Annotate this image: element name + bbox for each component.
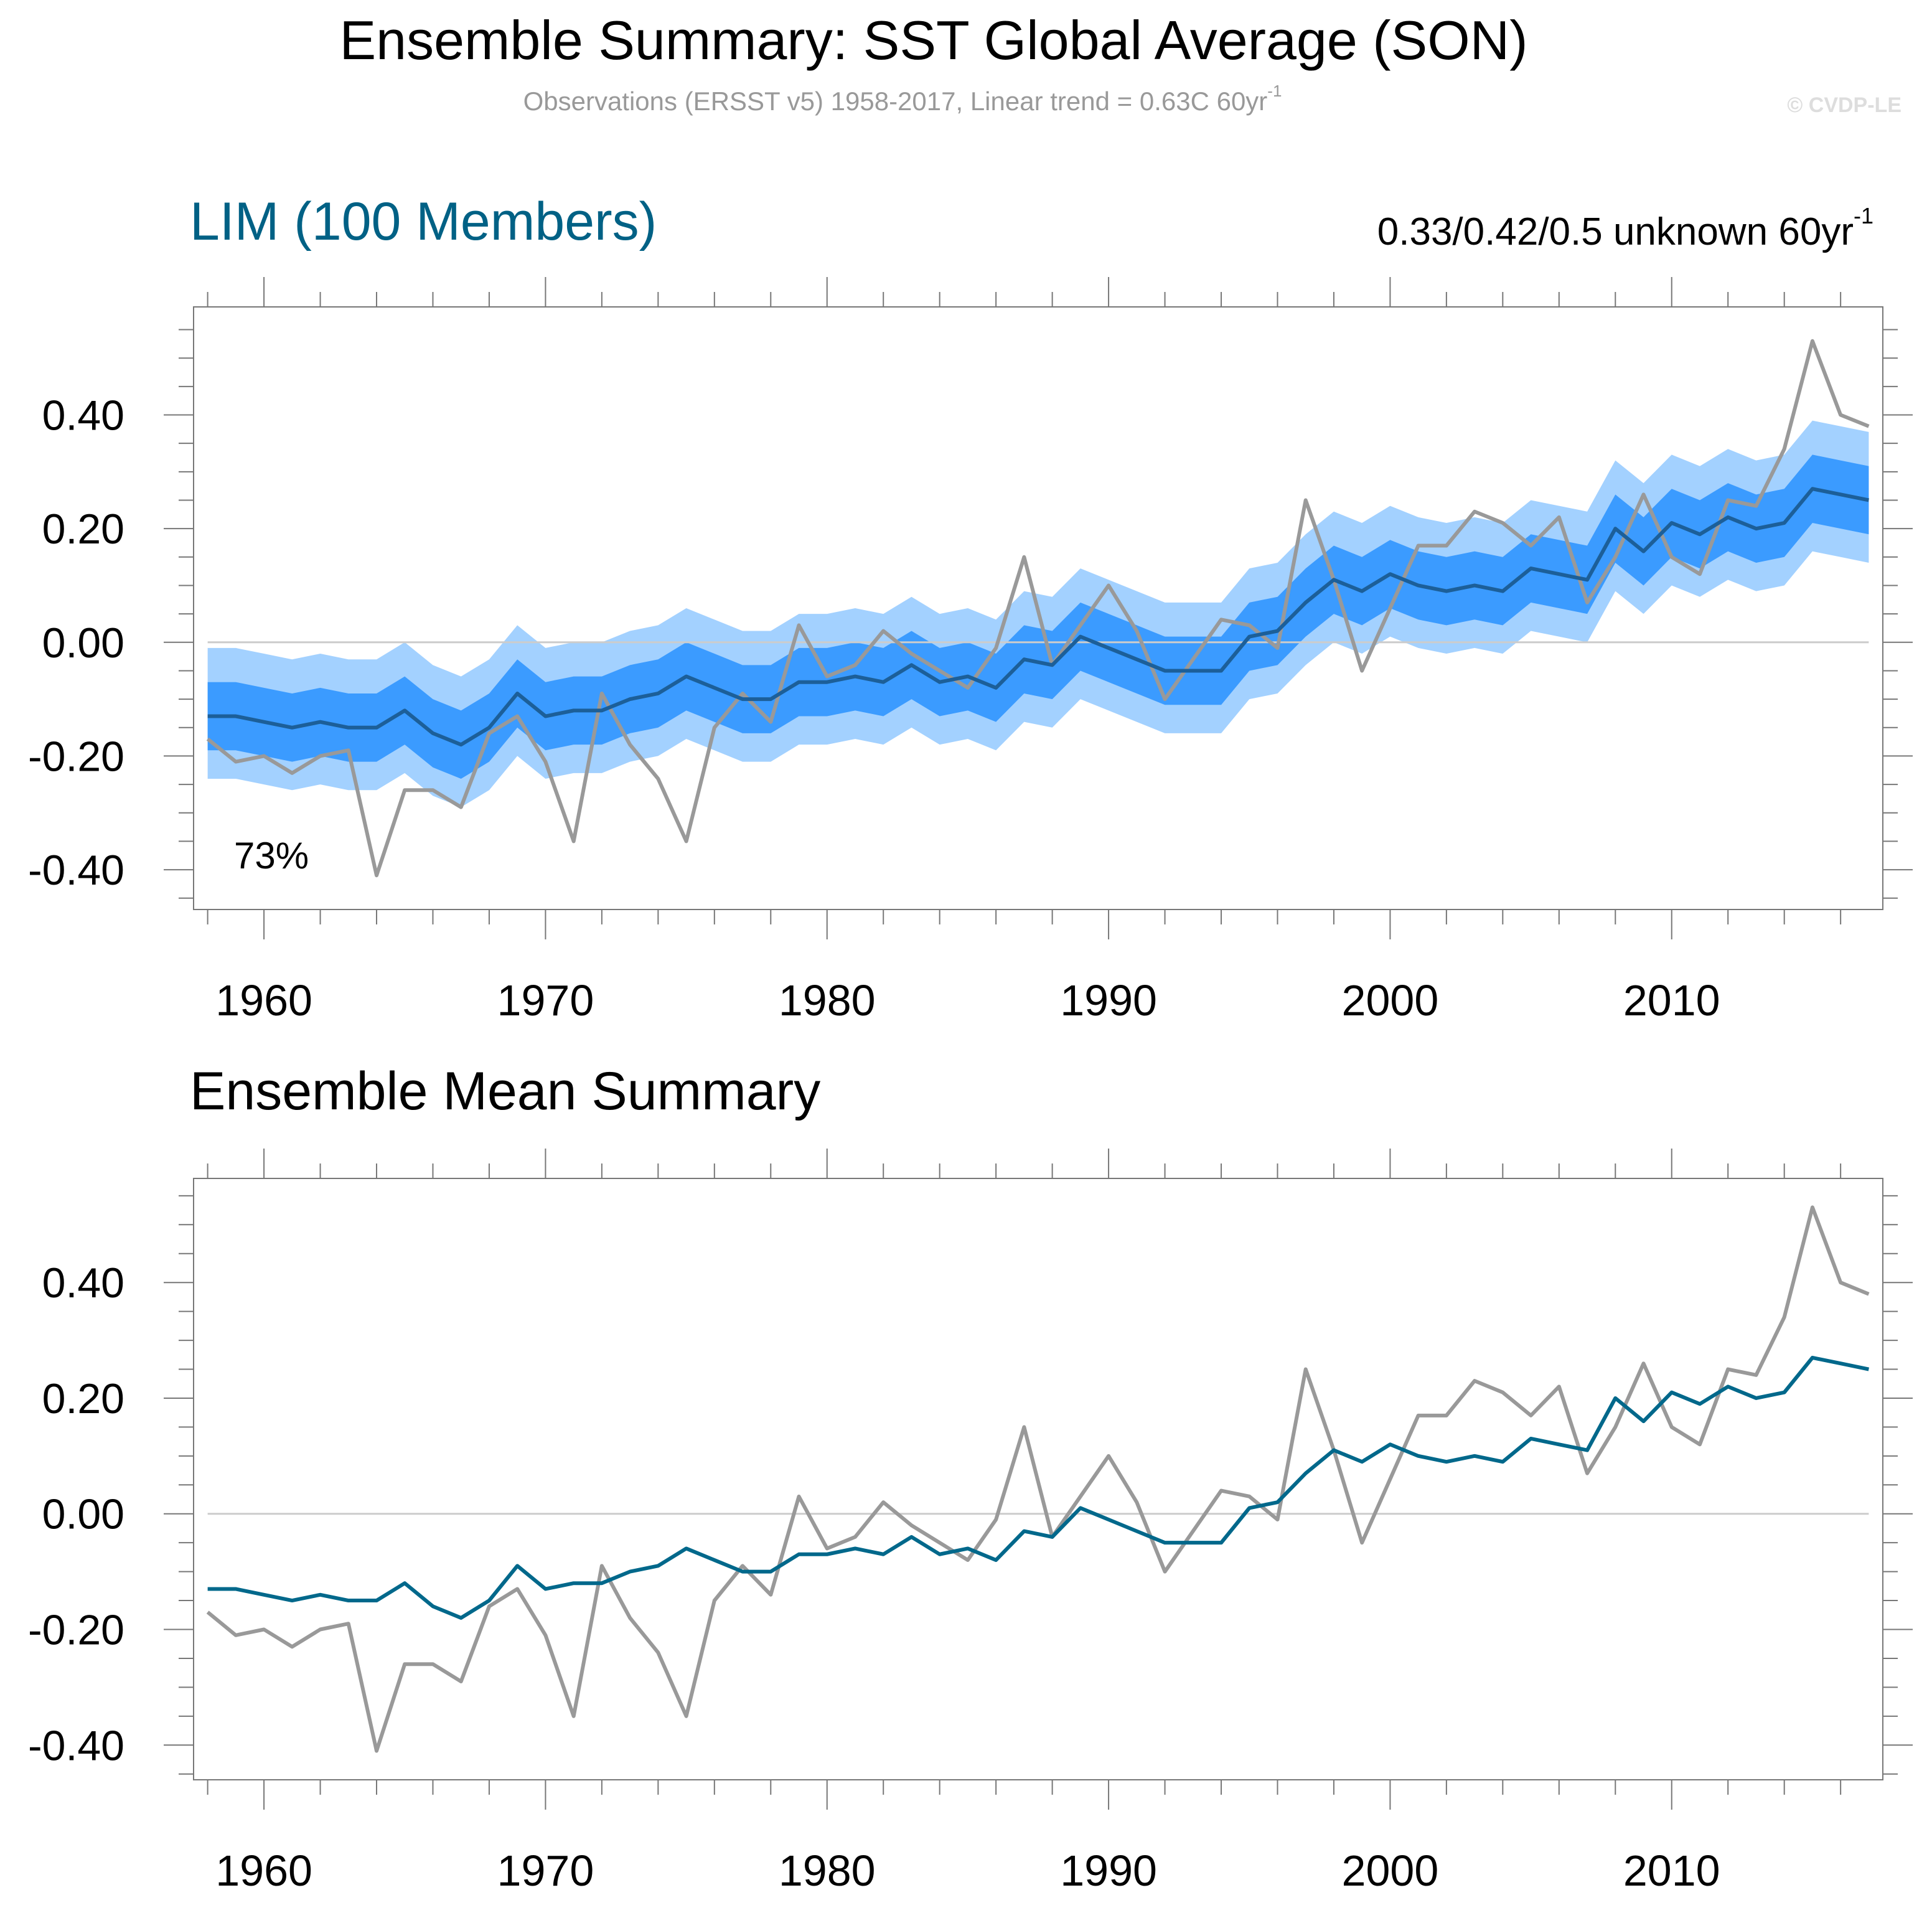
x-tick-label: 2000 xyxy=(1342,1846,1439,1895)
x-tick-label: 1970 xyxy=(497,976,594,1025)
figure-title: Ensemble Summary: SST Global Average (SO… xyxy=(339,9,1527,71)
trend-sup: -1 xyxy=(1854,203,1873,228)
y-tick-label: 0.00 xyxy=(42,619,124,667)
y-tick-label: 0.40 xyxy=(42,1259,124,1307)
y-tick-label: -0.40 xyxy=(28,847,124,894)
plot-frame xyxy=(193,306,1883,910)
observations-line xyxy=(206,339,1870,878)
subtitle-text: Observations (ERSST v5) 1958-2017, Linea… xyxy=(523,87,1268,116)
x-tick-label: 2010 xyxy=(1623,1846,1720,1895)
subtitle-sup: -1 xyxy=(1267,82,1282,100)
panel-lim: 1960 1970 1980 1990 2000 2010 -0.40 -0.20 0.00 0.… xyxy=(28,277,1913,1025)
watermark: © CVDP-LE xyxy=(1787,93,1902,117)
x-tick-label: 1960 xyxy=(215,976,312,1025)
ensemble-mean-line xyxy=(207,1355,1869,1620)
y-tick-label: 0.20 xyxy=(42,505,124,553)
y-tick-label: -0.20 xyxy=(28,1607,124,1654)
panel1-trend-label: 0.33/0.42/0.5 unknown 60yr-1 xyxy=(1377,203,1873,253)
ensemble-mean-line xyxy=(207,487,1869,747)
y-tick-label: 0.00 xyxy=(42,1491,124,1538)
figure-subtitle: Observations (ERSST v5) 1958-2017, Linea… xyxy=(523,82,1282,116)
panel2-title: Ensemble Mean Summary xyxy=(190,1061,820,1121)
plot-frame xyxy=(193,1178,1883,1780)
panel1-title: LIM (100 Members) xyxy=(190,192,657,251)
trend-text: 0.33/0.42/0.5 unknown 60yr xyxy=(1377,210,1854,253)
x-tick-label: 1990 xyxy=(1060,1846,1157,1895)
x-tick-label: 1980 xyxy=(779,1846,876,1895)
observations-line xyxy=(206,1205,1870,1753)
y-tick-label: -0.20 xyxy=(28,733,124,780)
x-tick-label: 2010 xyxy=(1623,976,1720,1025)
y-tick-label: 0.40 xyxy=(42,392,124,439)
x-tick-label: 1980 xyxy=(779,976,876,1025)
panel1-annotation: 73% xyxy=(234,835,309,877)
x-tick-label: 1970 xyxy=(497,1846,594,1895)
x-tick-label: 2000 xyxy=(1342,976,1439,1025)
x-tick-label: 1990 xyxy=(1060,976,1157,1025)
y-tick-label: -0.40 xyxy=(28,1722,124,1769)
panel-ensemble-mean: 1960 1970 1980 1990 2000 2010 -0.40 -0.20 0.00 0.… xyxy=(28,1149,1913,1895)
y-tick-label: 0.20 xyxy=(42,1375,124,1422)
x-tick-label: 1960 xyxy=(215,1846,312,1895)
inner-band-area xyxy=(207,454,1869,779)
